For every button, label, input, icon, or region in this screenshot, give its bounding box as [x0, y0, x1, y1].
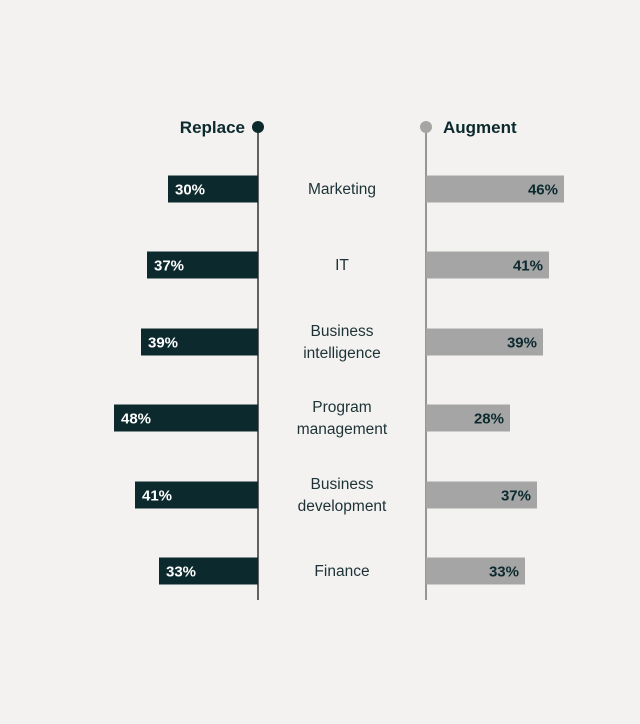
replace-value-label: 33% — [166, 564, 196, 581]
replace-value-label: 30% — [175, 182, 205, 199]
category-label: Marketing — [308, 181, 376, 198]
augment-value-label: 37% — [501, 488, 531, 505]
replace-header: Replace — [180, 118, 245, 137]
category-label: management — [297, 421, 388, 438]
augment-header: Augment — [443, 118, 517, 137]
replace-marker-dot — [252, 121, 264, 133]
augment-marker-dot — [420, 121, 432, 133]
category-label: IT — [335, 257, 349, 274]
category-label: development — [298, 498, 387, 515]
replace-value-label: 39% — [148, 335, 178, 352]
bar-marks: 30% 46% Marketing 37% 41% IT 39% 39% Business int… — [114, 175, 564, 585]
replace-bar — [135, 481, 258, 509]
category-label: Program — [312, 399, 371, 416]
replace-bar — [159, 557, 258, 585]
replace-value-label: 48% — [121, 411, 151, 428]
replace-bar — [147, 251, 258, 279]
augment-value-label: 28% — [474, 411, 504, 428]
category-label: Finance — [314, 563, 369, 580]
category-label: Business — [311, 476, 374, 493]
augment-value-label: 41% — [513, 258, 543, 275]
augment-bar — [426, 251, 549, 279]
augment-bar — [426, 175, 564, 203]
augment-value-label: 33% — [489, 564, 519, 581]
augment-value-label: 46% — [528, 182, 558, 199]
replace-bar — [168, 175, 258, 203]
category-label: intelligence — [303, 345, 381, 362]
replace-value-label: 37% — [154, 258, 184, 275]
replace-bar — [114, 404, 258, 432]
replace-bar — [141, 328, 258, 356]
augment-bar — [426, 481, 537, 509]
category-label: Business — [311, 323, 374, 340]
augment-value-label: 39% — [507, 335, 537, 352]
replace-value-label: 41% — [142, 488, 172, 505]
augment-bar — [426, 557, 525, 585]
augment-bar — [426, 404, 510, 432]
augment-bar — [426, 328, 543, 356]
